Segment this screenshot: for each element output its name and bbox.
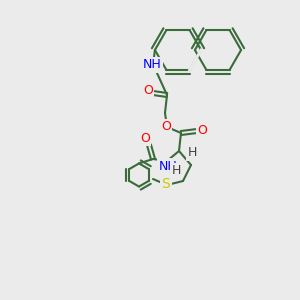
Text: O: O bbox=[197, 124, 207, 136]
Text: S: S bbox=[162, 177, 170, 191]
Text: NH: NH bbox=[159, 160, 177, 172]
Text: O: O bbox=[161, 121, 171, 134]
Text: O: O bbox=[143, 85, 153, 98]
Text: H: H bbox=[171, 164, 181, 178]
Text: NH: NH bbox=[142, 58, 161, 71]
Text: H: H bbox=[187, 146, 197, 160]
Text: O: O bbox=[140, 131, 150, 145]
